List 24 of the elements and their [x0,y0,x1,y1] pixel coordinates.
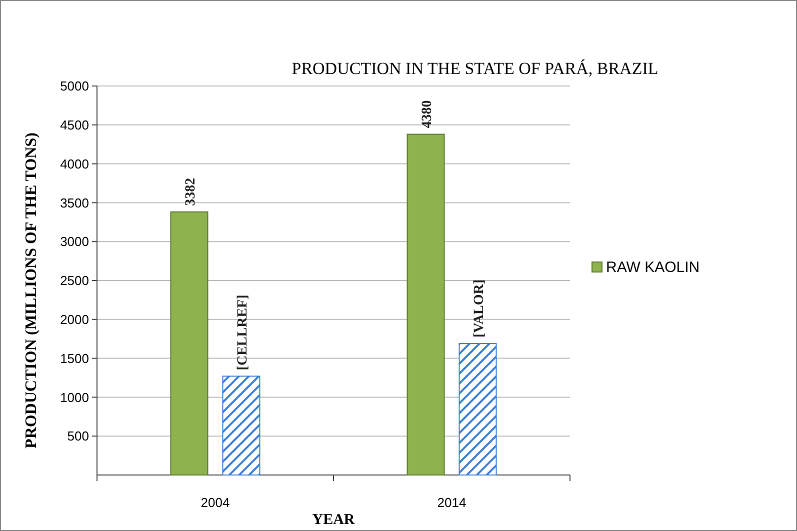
x-tick-label: 2004 [200,495,230,510]
data-label: 3382 [183,178,198,206]
y-tick-label: 5000 [60,78,89,94]
bar [458,343,497,476]
data-label: [CELLREF] [235,294,250,370]
bar [406,134,445,476]
y-tick-label: 1000 [60,390,89,405]
y-tick-label: 4500 [60,117,89,132]
legend-label: RAW KAOLIN [606,259,700,276]
y-tick-label: 3500 [60,195,89,210]
y-tick-label: 2500 [60,273,89,288]
bar [222,376,260,476]
y-tick-label: 500 [67,428,89,444]
y-tick-label: 1500 [60,350,89,366]
data-label: [VALOR] [472,279,487,338]
y-tick-label: 2000 [60,312,89,327]
chart-title: PRODUCTION IN THE STATE OF PARÁ, BRAZIL [292,59,658,78]
y-axis-title: PRODUCTION (MILLIONS OF THE TONS) [23,132,40,448]
data-label: 4380 [420,100,435,128]
x-axis-title: YEAR [312,512,355,528]
x-tick-label: 2014 [437,495,466,510]
y-tick-label: 3000 [60,234,89,250]
bar [170,211,208,476]
y-tick-label: 4000 [60,156,89,172]
